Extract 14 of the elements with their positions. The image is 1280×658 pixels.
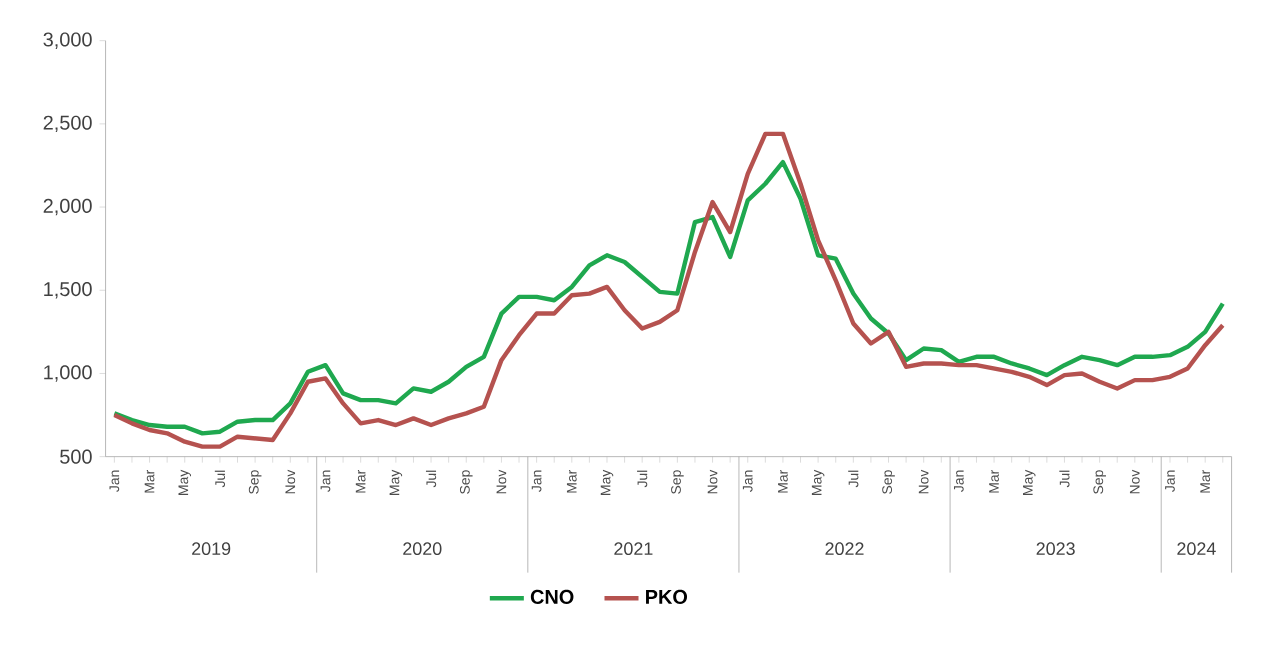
legend-label: CNO [530,589,574,604]
y-tick-label: 500 [60,449,92,464]
y-tick-label: 1,500 [44,282,92,299]
y-tick-label: 1,000 [44,365,92,382]
y-tick-label: 2,500 [43,115,92,133]
y-tick-label: 3,000 [43,32,92,49]
legend-label: PKO [646,589,688,604]
text: 2024 [1177,542,1216,556]
text: 2022 [825,542,864,556]
y-tick-label: 2,000 [43,198,92,216]
text: 2023 [1036,542,1075,556]
text: 2019 [192,542,231,556]
text: 2021 [614,542,653,556]
text: 2020 [403,542,442,556]
